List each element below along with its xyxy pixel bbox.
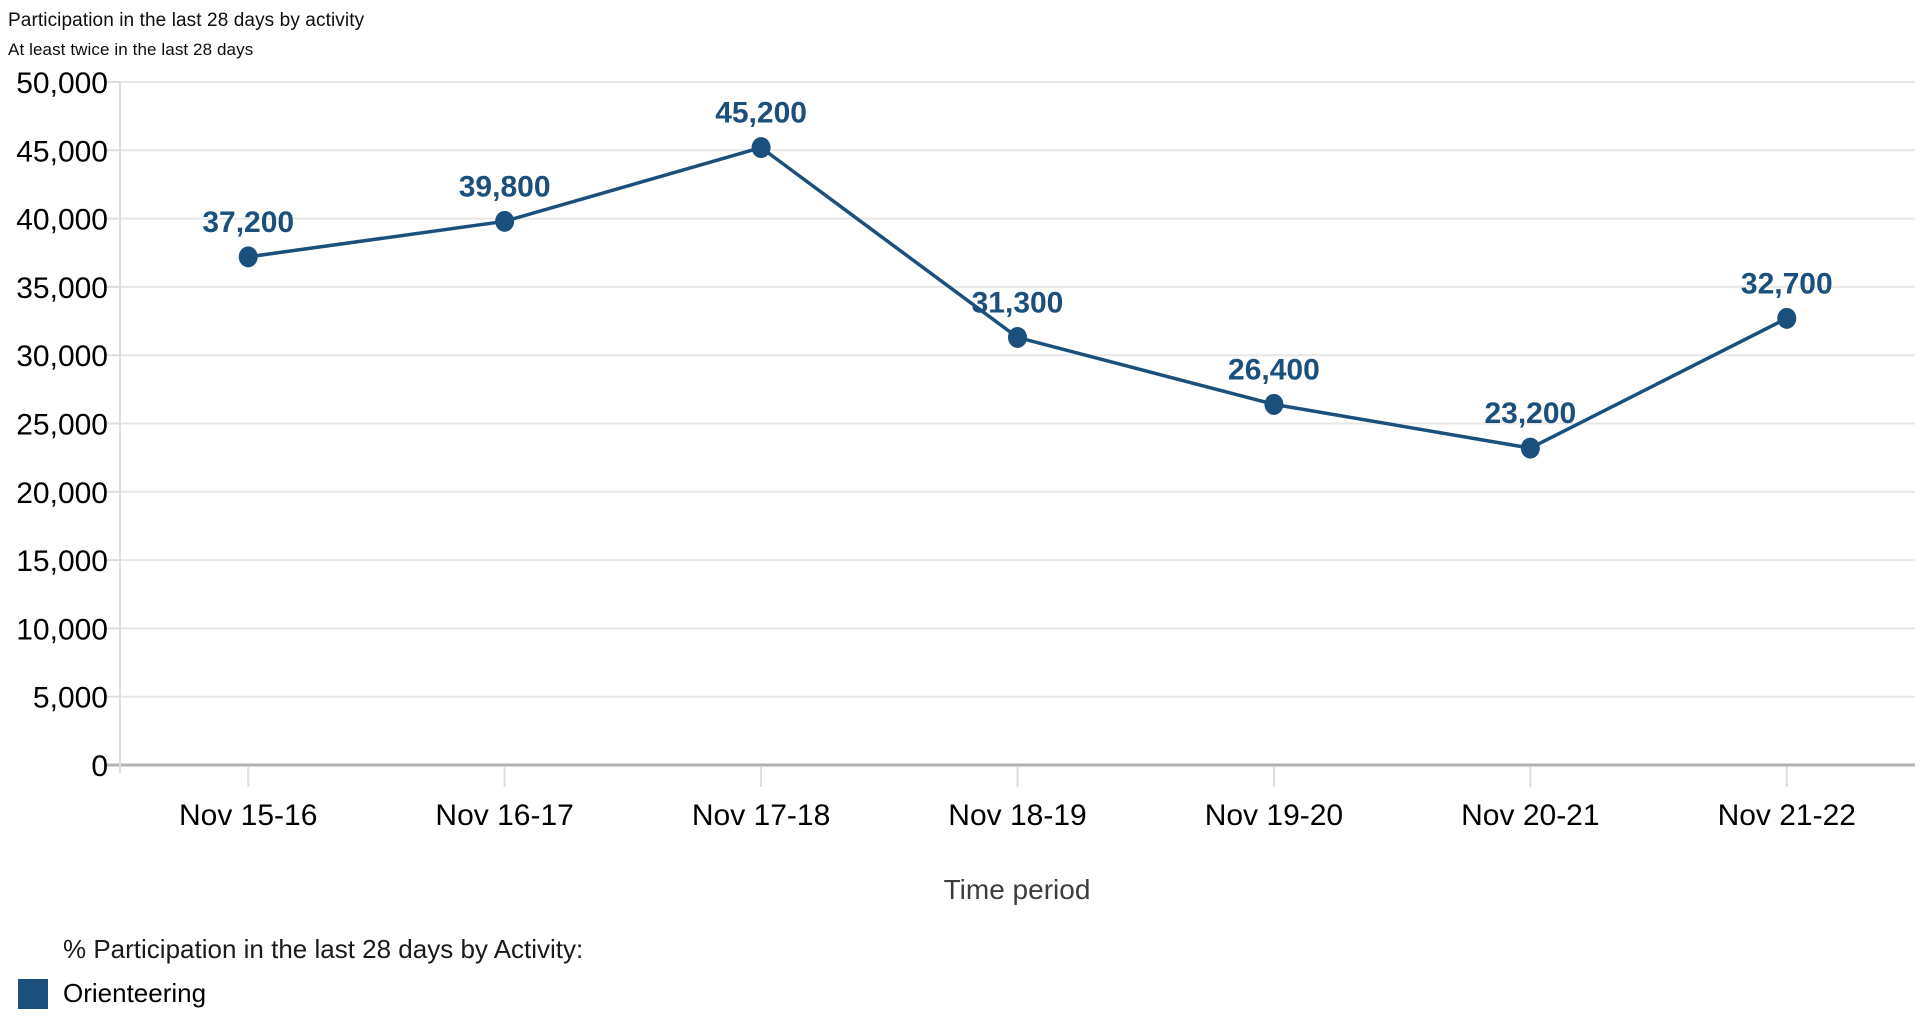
y-tick-label: 5,000 <box>33 682 108 715</box>
x-axis-title: Time period <box>944 874 1091 905</box>
x-tick-label: Nov 20-21 <box>1461 799 1599 832</box>
data-point <box>1264 393 1284 415</box>
y-tick-label: 45,000 <box>16 135 108 168</box>
legend-item-orienteering[interactable]: Orienteering <box>18 978 918 1009</box>
data-point <box>1777 307 1797 329</box>
data-point-label: 26,400 <box>1228 353 1320 386</box>
x-tick-label: Nov 19-20 <box>1205 799 1343 832</box>
data-point-label: 23,200 <box>1484 397 1576 430</box>
data-point <box>1008 326 1027 348</box>
x-tick-label: Nov 15-16 <box>179 799 317 832</box>
data-point-label: 45,200 <box>715 97 807 130</box>
axis-label-layer: 0 5,000 10,000 15,000 20,000 25,000 30,000 35,0… <box>16 67 1856 832</box>
legend-title: % Participation in the last 28 days by A… <box>63 934 584 964</box>
x-tick-label: Nov 17-18 <box>692 799 830 832</box>
data-point-label: 37,200 <box>202 206 294 239</box>
data-point <box>1520 437 1540 459</box>
y-tick-label: 20,000 <box>16 477 108 510</box>
x-tick-label: Nov 16-17 <box>435 799 573 832</box>
data-point-label: 31,300 <box>972 286 1064 319</box>
x-tick-label: Nov 18-19 <box>948 799 1086 832</box>
data-point-label: 32,700 <box>1741 267 1833 300</box>
y-tick-label: 10,000 <box>16 613 108 646</box>
series-layer: 37,200 39,800 45,200 31,300 26,400 23,200 32,7… <box>202 97 1833 459</box>
data-point <box>495 210 515 232</box>
y-tick-label: 25,000 <box>16 409 108 442</box>
data-point <box>238 246 258 268</box>
chart-subtitle: At least twice in the last 28 days <box>8 40 254 59</box>
gridline-layer <box>104 81 1915 787</box>
y-tick-label: 15,000 <box>16 545 108 578</box>
x-tick-label: Nov 21-22 <box>1718 799 1856 832</box>
data-point-label: 39,800 <box>459 170 551 203</box>
y-tick-label: 50,000 <box>16 67 108 100</box>
y-tick-label: 35,000 <box>16 272 108 305</box>
y-tick-label: 40,000 <box>16 204 108 237</box>
legend-swatch-icon <box>18 978 48 1009</box>
legend-item-label: Orienteering <box>63 978 207 1008</box>
chart-title: Participation in the last 28 days by act… <box>8 10 365 31</box>
legend: % Participation in the last 28 days by A… <box>18 934 918 1009</box>
y-tick-label: 0 <box>91 750 108 783</box>
y-tick-label: 30,000 <box>16 340 108 373</box>
data-point <box>751 137 771 159</box>
